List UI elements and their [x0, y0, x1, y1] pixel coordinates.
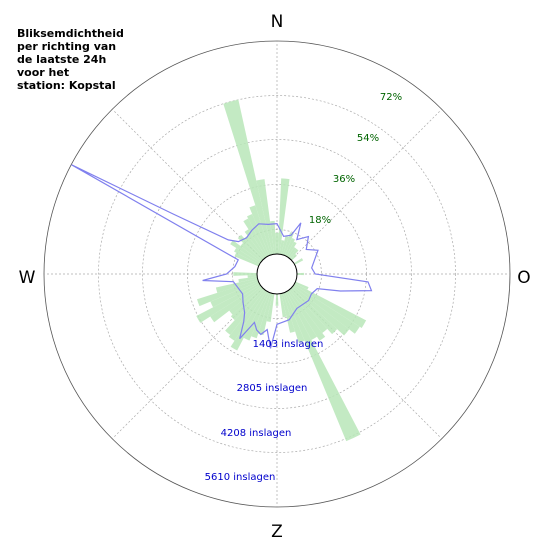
direction-bar [293, 258, 304, 265]
direction-bar [243, 291, 270, 341]
grid-spoke [276, 108, 443, 275]
direction-bar [234, 252, 260, 267]
compass-north: N [271, 12, 284, 32]
grid-spoke [111, 273, 278, 440]
direction-bar [294, 281, 309, 290]
direction-bar [230, 240, 262, 264]
grid-ring [142, 139, 412, 409]
direction-bar [238, 276, 258, 283]
direction-bar [279, 293, 287, 318]
direction-bar [281, 235, 289, 255]
percent-tick-label: 72% [380, 92, 402, 103]
compass-south: Z [271, 522, 283, 542]
line-series [71, 164, 373, 349]
title-line: de laatste 24h [17, 53, 107, 66]
direction-bar [249, 205, 271, 256]
count-tick-label: 2805 inslagen [237, 383, 308, 394]
count-tick-label: 5610 inslagen [205, 472, 276, 483]
direction-bar [283, 292, 305, 343]
title-line: voor het [17, 66, 70, 79]
direction-bar [196, 280, 259, 307]
direction-bar [290, 287, 338, 335]
direction-bar [229, 286, 263, 315]
percent-tick-label: 36% [333, 174, 355, 185]
direction-bar [210, 281, 260, 308]
grid-ring [98, 95, 456, 453]
direction-bar [223, 99, 273, 255]
axis-labels: N O Z W 18% 36% 54% 72% 1403 inslagen 28… [19, 12, 531, 542]
title-line: Bliksemdichtheid [17, 27, 124, 40]
direction-bar [277, 178, 290, 255]
direction-bar [243, 218, 268, 258]
polar-grid [43, 40, 511, 508]
direction-bar [284, 291, 361, 442]
direction-bar [210, 284, 262, 323]
count-tick-label: 1403 inslagen [253, 339, 324, 350]
direction-bar [244, 235, 265, 260]
direction-bar [247, 274, 258, 278]
compass-east: O [517, 268, 530, 288]
direction-bar [286, 241, 297, 258]
direction-bar [258, 293, 273, 336]
direction-bar [233, 272, 258, 276]
count-tick-label: 4208 inslagen [221, 428, 292, 439]
title-line: per richting van [17, 40, 117, 53]
direction-bar [237, 234, 264, 261]
percent-tick-label: 18% [309, 215, 331, 226]
direction-bar [296, 272, 305, 276]
direction-bar [289, 248, 299, 260]
direction-bar [284, 238, 295, 257]
grid-spoke [111, 108, 278, 275]
percent-tick-label: 54% [357, 133, 379, 144]
direction-bar [275, 293, 279, 306]
count-line [71, 164, 373, 349]
direction-bar [291, 286, 350, 336]
direction-bar [287, 289, 326, 341]
direction-bar [286, 290, 317, 341]
direction-bar [256, 179, 275, 255]
direction-bar [228, 289, 267, 341]
direction-bar [281, 293, 296, 333]
direction-bar [279, 240, 285, 255]
center-hole [256, 253, 298, 295]
grid-spoke [276, 273, 443, 440]
direction-bar [287, 247, 297, 259]
direction-bar [290, 254, 297, 261]
title-line: station: Kopstal [17, 79, 116, 92]
direction-bar [230, 287, 264, 321]
direction-bar [270, 220, 277, 255]
direction-bar [293, 283, 367, 328]
direction-bar [196, 283, 261, 323]
direction-bar [240, 242, 263, 262]
direction-bar [275, 232, 279, 255]
direction-bar [244, 229, 267, 259]
direction-bar [266, 293, 275, 322]
direction-bar [289, 288, 328, 334]
direction-bar [234, 247, 261, 265]
compass-west: W [19, 268, 36, 288]
chart-title: Bliksemdichtheid per richting van de laa… [17, 27, 147, 92]
direction-bar [247, 213, 270, 257]
direction-bar [283, 232, 294, 256]
